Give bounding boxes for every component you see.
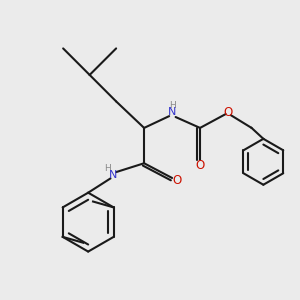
- Text: H: H: [104, 164, 111, 173]
- Text: N: N: [109, 170, 117, 180]
- Text: N: N: [168, 107, 176, 117]
- Text: O: O: [224, 106, 233, 119]
- Text: O: O: [172, 174, 181, 188]
- Text: H: H: [169, 101, 176, 110]
- Text: O: O: [195, 159, 205, 172]
